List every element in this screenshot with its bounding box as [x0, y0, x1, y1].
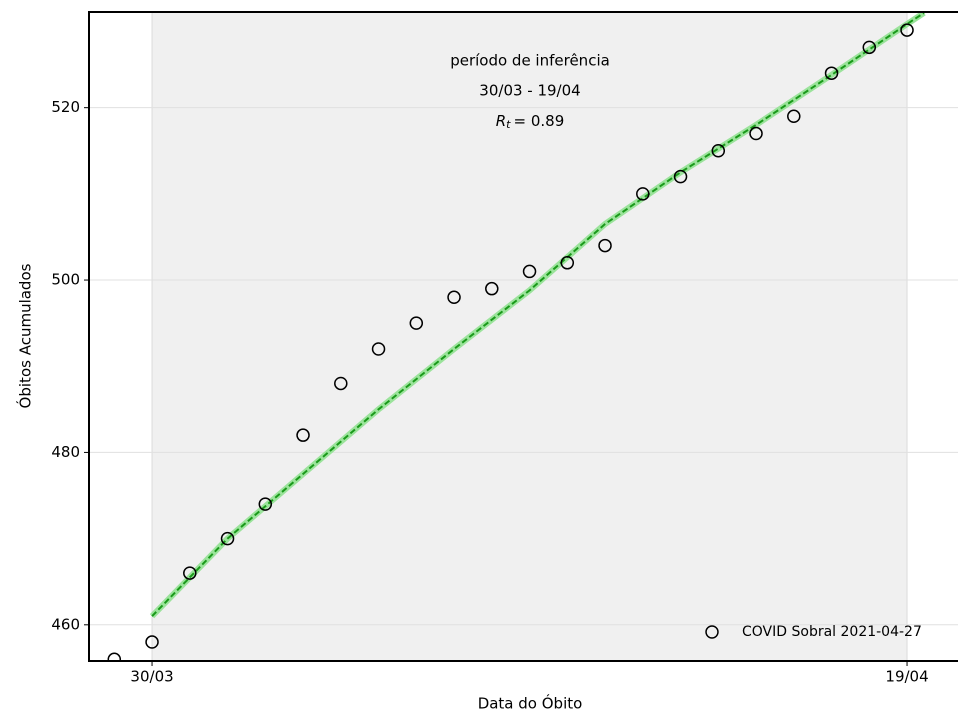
y-axis-label: Óbitos Acumulados — [16, 263, 35, 408]
data-point — [673, 169, 688, 184]
axes-frame — [88, 11, 958, 662]
data-point — [787, 109, 801, 124]
x-tick-label: 19/04 — [885, 668, 928, 686]
legend-marker — [705, 625, 719, 639]
x-axis-label: Data do Óbito — [478, 694, 583, 713]
data-point — [334, 376, 348, 391]
data-point — [900, 23, 914, 37]
data-point — [145, 635, 159, 649]
data-point — [522, 264, 537, 279]
rt-symbol: R — [496, 112, 506, 130]
data-point — [447, 290, 461, 305]
data-point — [711, 144, 726, 158]
data-point — [183, 566, 197, 580]
annotation: 30/03 - 19/04 — [479, 82, 580, 100]
data-point — [824, 66, 839, 80]
y-tick-label: 520 — [51, 98, 80, 116]
data-point — [409, 316, 424, 330]
y-tick-label: 460 — [51, 615, 80, 633]
data-point — [749, 126, 763, 141]
x-tick-label: 30/03 — [130, 668, 173, 686]
data-point — [220, 531, 235, 546]
data-point — [598, 238, 612, 253]
data-point — [862, 40, 877, 55]
y-tick-label: 500 — [51, 271, 80, 289]
rt-text: = 0.89 — [514, 112, 565, 130]
rt-annotation: Rt = 0.89 — [496, 112, 565, 132]
data-point — [296, 428, 310, 442]
data-point — [107, 652, 122, 661]
data-point — [258, 497, 273, 511]
rt-subscript: t — [506, 118, 511, 131]
data-point — [485, 281, 499, 296]
inference-period — [151, 12, 908, 661]
data-point — [560, 256, 575, 270]
data-point — [371, 342, 386, 356]
data-point — [636, 187, 650, 201]
annotation: período de inferência — [450, 52, 610, 70]
plot-area — [89, 12, 958, 661]
y-tick-label: 480 — [51, 443, 80, 461]
legend-label: COVID Sobral 2021-04-27 — [742, 624, 922, 640]
